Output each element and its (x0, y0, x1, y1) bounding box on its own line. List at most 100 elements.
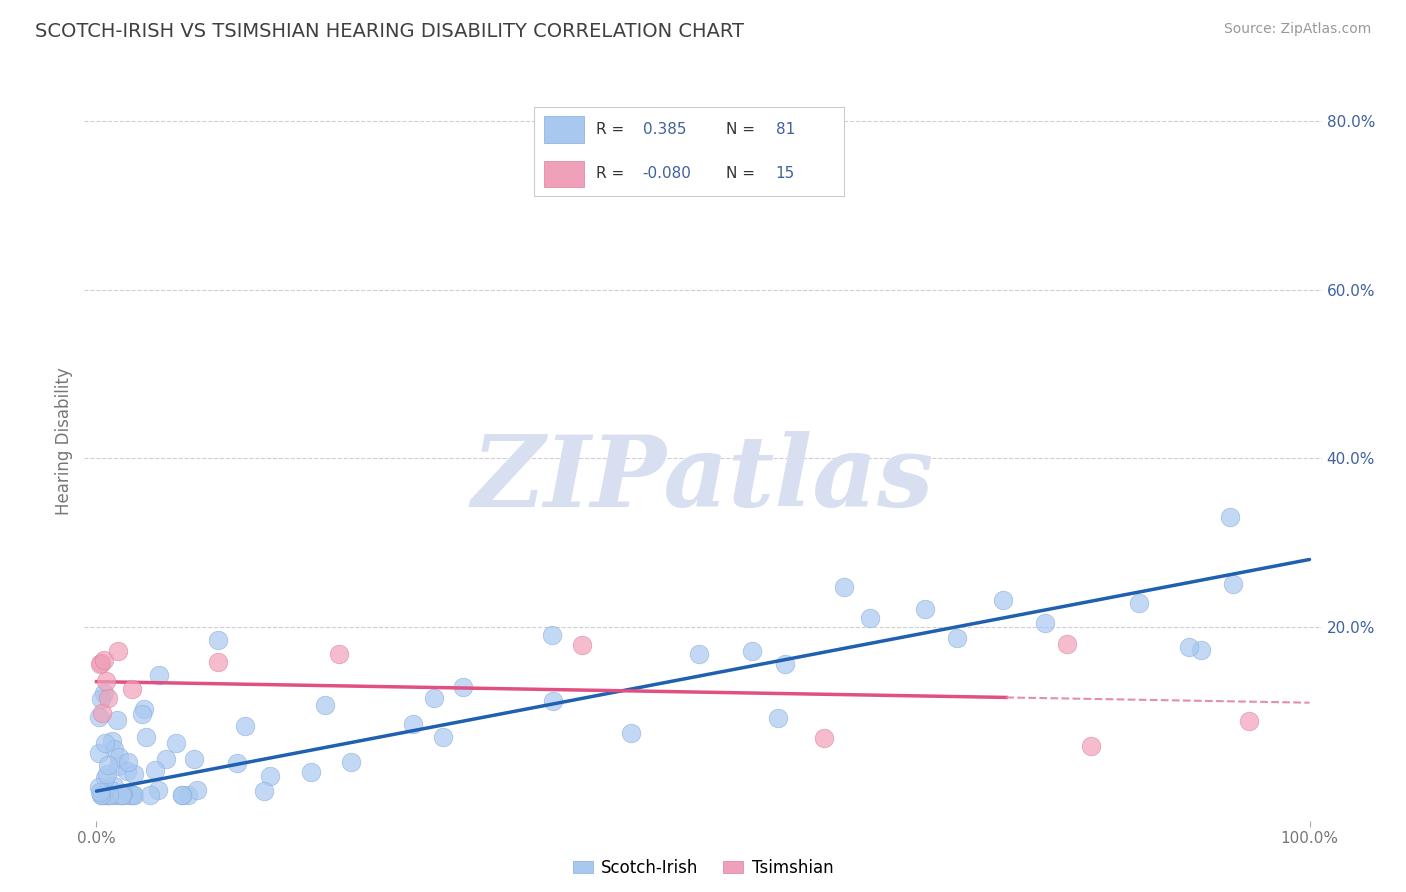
Point (146, 782, 169, 797)
Point (1189, 643, 1212, 657)
Legend: Scotch-Irish, Tsimshian: Scotch-Irish, Tsimshian (572, 859, 834, 877)
Point (110, 789, 132, 803)
Point (131, 706, 153, 721)
Point (115, 764, 138, 779)
Point (100, 783, 122, 797)
Point (93, 686, 115, 700)
Point (571, 638, 593, 652)
Point (91, 789, 114, 803)
Point (122, 789, 145, 803)
Point (165, 736, 187, 750)
Point (233, 719, 256, 733)
Point (170, 789, 193, 803)
Point (914, 602, 936, 616)
Bar (544, 161, 583, 187)
Point (1178, 640, 1201, 654)
Point (107, 644, 129, 658)
Point (91, 789, 114, 803)
Point (172, 789, 194, 803)
Point (107, 759, 129, 773)
Point (103, 742, 125, 756)
Point (541, 694, 564, 708)
Point (328, 648, 350, 662)
Point (90, 657, 112, 671)
Point (207, 655, 229, 669)
Point (97, 788, 120, 802)
Text: R =: R = (596, 122, 624, 136)
Point (541, 627, 564, 641)
Text: N =: N = (725, 167, 755, 181)
Point (423, 690, 446, 705)
Point (97, 758, 120, 772)
Point (186, 782, 208, 797)
Text: Source: ZipAtlas.com: Source: ZipAtlas.com (1223, 22, 1371, 37)
Point (177, 789, 200, 803)
Point (402, 716, 425, 731)
Point (135, 730, 157, 744)
Point (773, 657, 796, 671)
Bar (544, 116, 583, 143)
Point (741, 643, 763, 657)
Point (87, 780, 110, 794)
Point (339, 755, 361, 769)
Point (94, 736, 117, 750)
Point (813, 731, 835, 746)
Point (1056, 637, 1078, 651)
Point (94, 772, 117, 786)
Point (93, 652, 115, 666)
Point (117, 756, 139, 770)
Point (120, 789, 142, 803)
Point (207, 632, 229, 647)
Point (432, 730, 454, 744)
Text: 15: 15 (776, 167, 794, 181)
Point (97, 691, 120, 706)
Point (620, 726, 643, 740)
Text: 81: 81 (776, 122, 794, 136)
Point (314, 698, 336, 713)
Point (993, 593, 1015, 607)
Text: 0.385: 0.385 (643, 122, 686, 136)
Point (859, 611, 882, 625)
Point (183, 752, 205, 766)
Point (89, 710, 111, 724)
Point (121, 681, 143, 696)
Point (259, 769, 281, 783)
Point (1237, 714, 1260, 728)
Point (946, 632, 969, 646)
Point (143, 763, 166, 777)
Point (766, 711, 789, 725)
Point (299, 765, 322, 780)
Point (96, 767, 118, 781)
Point (253, 783, 276, 797)
Point (96, 673, 118, 688)
Point (97, 789, 120, 803)
Point (107, 789, 129, 803)
Point (100, 789, 122, 803)
Point (1128, 596, 1150, 610)
Point (89, 657, 111, 672)
Point (1222, 577, 1244, 591)
Point (138, 789, 160, 803)
Point (132, 702, 155, 716)
Y-axis label: Hearing Disability: Hearing Disability (55, 368, 73, 516)
Point (111, 789, 134, 803)
Point (688, 647, 710, 661)
Point (89, 785, 111, 799)
Text: R =: R = (596, 167, 624, 181)
Point (832, 580, 855, 594)
Point (87, 746, 110, 760)
Text: -0.080: -0.080 (643, 167, 692, 181)
Text: SCOTCH-IRISH VS TSIMSHIAN HEARING DISABILITY CORRELATION CHART: SCOTCH-IRISH VS TSIMSHIAN HEARING DISABI… (35, 22, 744, 41)
Point (110, 789, 132, 803)
Point (117, 789, 139, 803)
Point (226, 756, 249, 771)
Point (103, 780, 125, 794)
Point (90, 691, 112, 706)
Point (148, 668, 170, 682)
Point (1219, 510, 1241, 524)
Point (101, 734, 124, 748)
Point (103, 789, 125, 803)
Point (108, 749, 131, 764)
Point (105, 713, 128, 727)
Point (94, 789, 117, 803)
